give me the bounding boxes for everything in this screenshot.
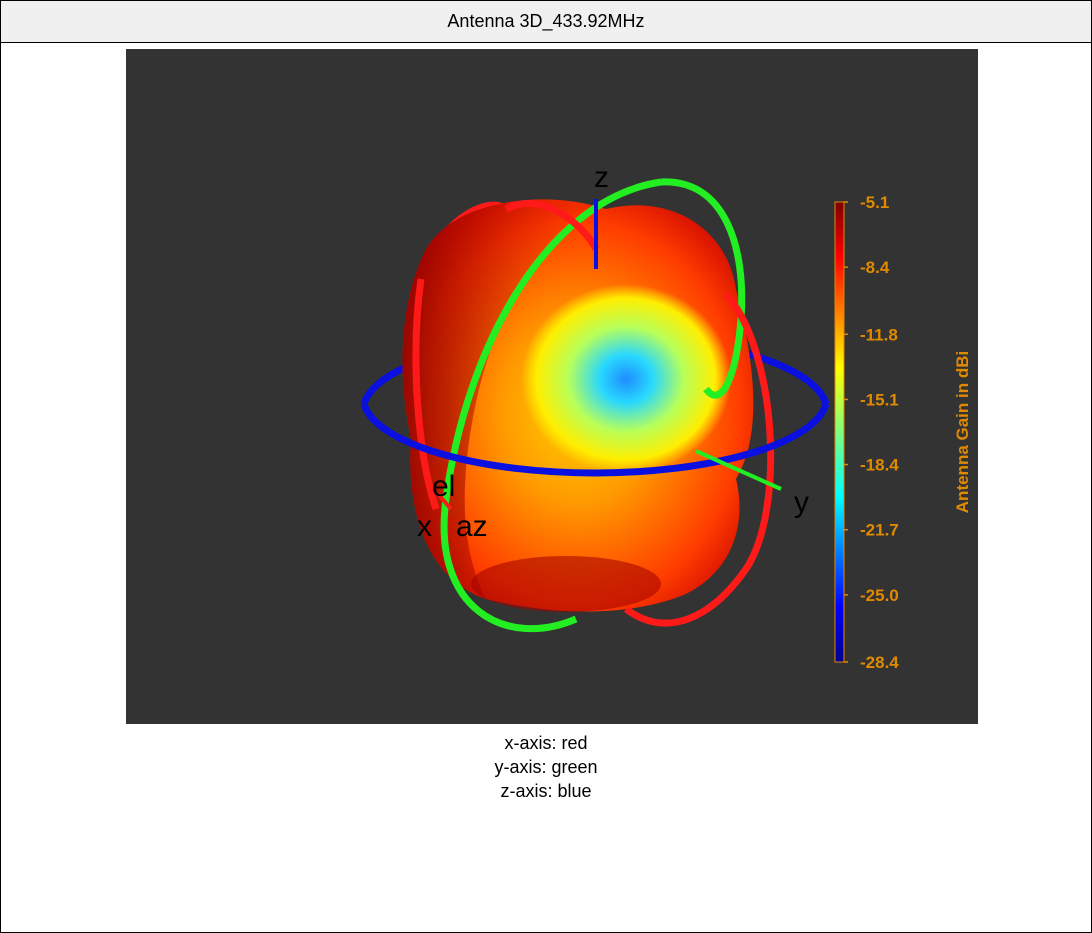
x-ring-front <box>412 200 775 627</box>
y-axis-line <box>695 449 782 491</box>
colorbar-ticks: -5.1 -8.4 -11.8 -15.1 -18.4 -21.7 -25.0 -28.4 <box>844 193 899 672</box>
z-axis-label: z <box>594 161 609 194</box>
pattern-bottom-shade <box>471 556 661 612</box>
y-ring <box>440 178 746 633</box>
caption-line-z: z-axis: blue <box>500 781 592 801</box>
y-axis-label: y <box>794 486 809 519</box>
x-axis-line <box>436 492 453 511</box>
caption-line-y: y-axis: green <box>494 757 598 777</box>
antenna-pattern-chart[interactable]: z y x el az -5.1 -8.4 -11.8 -15.1 -18.4 -21.7… <box>126 49 978 724</box>
axis-caption: x-axis: red y-axis: green z-axis: blue <box>1 731 1091 803</box>
colorbar-tick-label: -5.1 <box>860 193 889 212</box>
x-axis-label: x <box>417 510 432 543</box>
colorbar-tick-label: -15.1 <box>860 390 899 409</box>
title-bar: Antenna 3D_433.92MHz <box>1 1 1091 43</box>
colorbar-label: Antenna Gain in dBi <box>953 351 972 513</box>
figure-title: Antenna 3D_433.92MHz <box>447 11 645 31</box>
caption-line-x: x-axis: red <box>504 733 588 753</box>
el-label: el <box>432 470 455 503</box>
colorbar-tick-label: -21.7 <box>860 521 899 540</box>
z-ring-front <box>360 403 830 477</box>
pattern-null-region <box>521 284 731 474</box>
colorbar-tick-label: -11.8 <box>860 325 898 344</box>
colorbar-tick-label: -25.0 <box>860 586 899 605</box>
colorbar-tick-label: -18.4 <box>860 456 899 475</box>
az-label: az <box>456 510 488 543</box>
colorbar-tick-label: -28.4 <box>860 653 899 672</box>
colorbar-tick-label: -8.4 <box>860 258 890 277</box>
colorbar <box>834 201 845 663</box>
plot-area[interactable]: z y x el az -5.1 -8.4 -11.8 -15.1 -18.4 -21.7… <box>126 49 978 724</box>
